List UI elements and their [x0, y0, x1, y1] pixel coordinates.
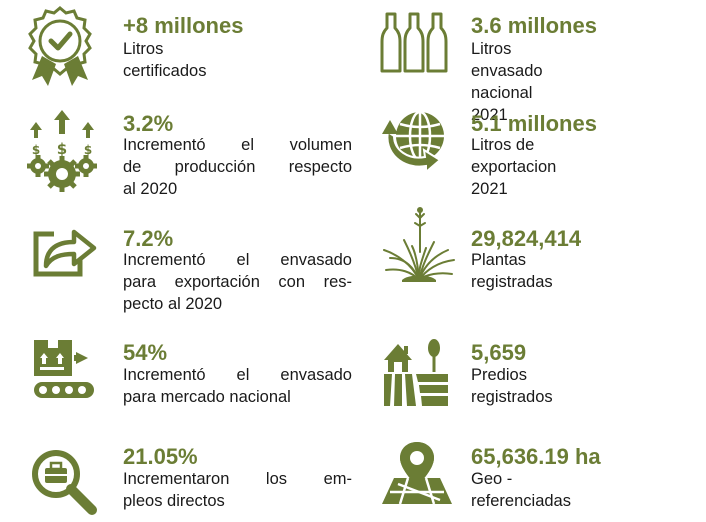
stat-description: Geo -referenciadas: [471, 468, 571, 512]
stat-value: 7.2%: [123, 226, 174, 251]
stat-description-line: para mercado nacional: [123, 388, 291, 406]
stat-description-line: Incrementaron los em-: [123, 470, 352, 488]
export-share-icon: [30, 222, 100, 280]
stat-description: Plantas registradas: [471, 249, 553, 293]
stat-description: Incrementó el envasado para exportación …: [123, 249, 352, 315]
stat-value: 5.1 millones: [471, 111, 597, 136]
stat-description-line: Litros envasado nacional: [471, 40, 543, 102]
stat-description-line: Plantas registradas: [471, 251, 553, 291]
farm-field-icon: [382, 338, 450, 408]
stat-value: 5,659: [471, 340, 527, 365]
stat-description-line: Geo -referenciadas: [471, 470, 571, 510]
certified-badge-icon: [24, 4, 96, 88]
stat-description: Predios registrados: [471, 364, 553, 408]
packaging-conveyor-icon: [30, 338, 98, 402]
globe-export-icon: [380, 108, 452, 172]
stat-description-line: Incrementó el envasado: [123, 251, 352, 269]
stat-description-line: Litros de exportacion: [471, 136, 557, 176]
stat-description-line: al 2020: [123, 180, 178, 198]
bottles-icon: [380, 12, 448, 74]
stat-value: +8 millones: [123, 13, 244, 38]
stat-description: Litros certificados: [123, 38, 206, 82]
stat-description-line: Predios registrados: [471, 366, 553, 406]
stat-value: 3.6 millones: [471, 13, 597, 38]
stat-description-line: pleos directos: [123, 492, 225, 510]
stat-value: 54%: [123, 340, 168, 365]
svg-text:$: $: [32, 143, 40, 157]
stat-description-line: Litros certificados: [123, 40, 207, 80]
stat-description-line: de producción respecto: [123, 158, 352, 176]
svg-text:$: $: [57, 140, 67, 158]
stat-description-line: 2021: [471, 180, 508, 198]
stat-value: 3.2%: [123, 111, 174, 136]
job-search-icon: [30, 448, 100, 518]
stat-description: Incrementó el volumen de producción resp…: [123, 134, 352, 200]
stat-description-line: pecto al 2020: [123, 295, 223, 313]
stat-description: Litros de exportacion 2021: [471, 134, 556, 200]
map-pin-icon: [380, 440, 454, 506]
stat-description-line: para exportación con res-: [123, 273, 352, 291]
stat-value: 21.05%: [123, 444, 198, 469]
stat-description: Incrementaron los em- pleos directos: [123, 468, 352, 512]
stat-description: Incrementó el envasado para mercado naci…: [123, 364, 352, 408]
stat-description-line: 2021: [471, 106, 508, 124]
stat-description-line: Incrementó el volumen: [123, 136, 352, 154]
svg-text:$: $: [84, 143, 92, 157]
stat-description-line: Incrementó el envasado: [123, 366, 352, 384]
stat-description: Litros envasado nacional 2021: [471, 38, 543, 126]
production-growth-icon: $ $ $: [26, 108, 98, 194]
stat-value: 65,636.19 ha: [471, 444, 601, 469]
stat-value: 29,824,414: [471, 226, 582, 251]
agave-plant-icon: [382, 206, 456, 290]
